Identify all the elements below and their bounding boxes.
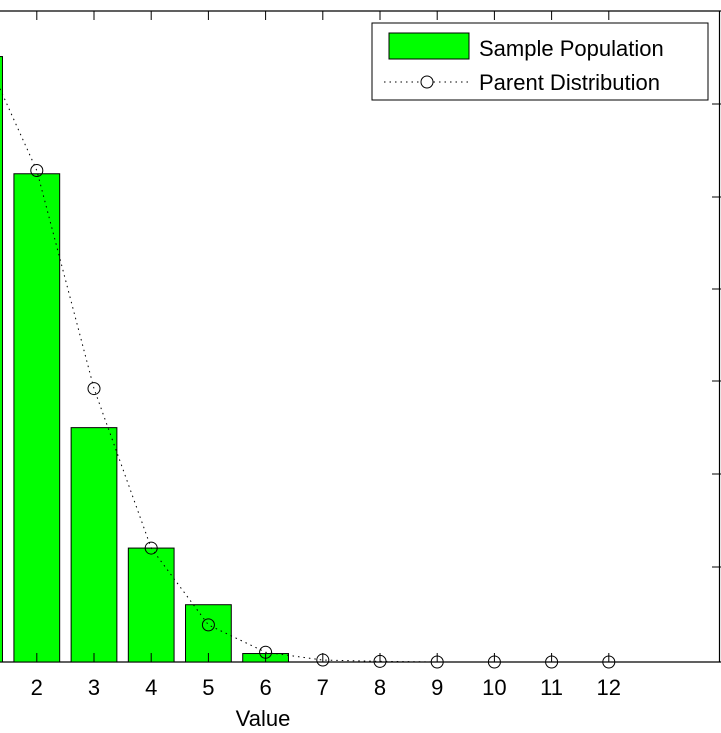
x-tick-label: 6 bbox=[259, 675, 271, 700]
bars bbox=[0, 56, 289, 663]
bar bbox=[127, 547, 175, 663]
x-tick-label: 10 bbox=[482, 675, 506, 700]
x-ticks: 2 3 4 5 6 7 8 9 10 11 12 bbox=[31, 11, 621, 700]
x-tick-label: 5 bbox=[202, 675, 214, 700]
x-tick-label: 7 bbox=[317, 675, 329, 700]
legend-marker-swatch bbox=[420, 75, 434, 89]
bar bbox=[0, 56, 3, 663]
x-tick-label: 11 bbox=[540, 675, 563, 700]
x-tick-label: 2 bbox=[31, 675, 43, 700]
bar bbox=[13, 173, 61, 663]
parent-distribution-point bbox=[144, 541, 158, 555]
x-tick-label: 8 bbox=[374, 675, 386, 700]
parent-distribution-point bbox=[30, 163, 44, 177]
x-tick-label: 3 bbox=[88, 675, 100, 700]
x-axis-title: Value bbox=[236, 706, 291, 731]
parent-distribution-point bbox=[201, 618, 215, 632]
parent-distribution-point bbox=[87, 382, 101, 396]
legend-bar-swatch bbox=[388, 32, 470, 60]
x-tick-label: 4 bbox=[145, 675, 157, 700]
legend: Sample Population Parent Distribution bbox=[371, 22, 709, 101]
legend-label-parent-distribution: Parent Distribution bbox=[479, 70, 660, 95]
parent-distribution-series bbox=[0, 87, 616, 669]
x-tick-label: 12 bbox=[597, 675, 621, 700]
bar bbox=[70, 427, 118, 663]
x-tick-label: 9 bbox=[431, 675, 443, 700]
legend-label-sample-population: Sample Population bbox=[479, 36, 664, 61]
bar bbox=[185, 604, 232, 663]
